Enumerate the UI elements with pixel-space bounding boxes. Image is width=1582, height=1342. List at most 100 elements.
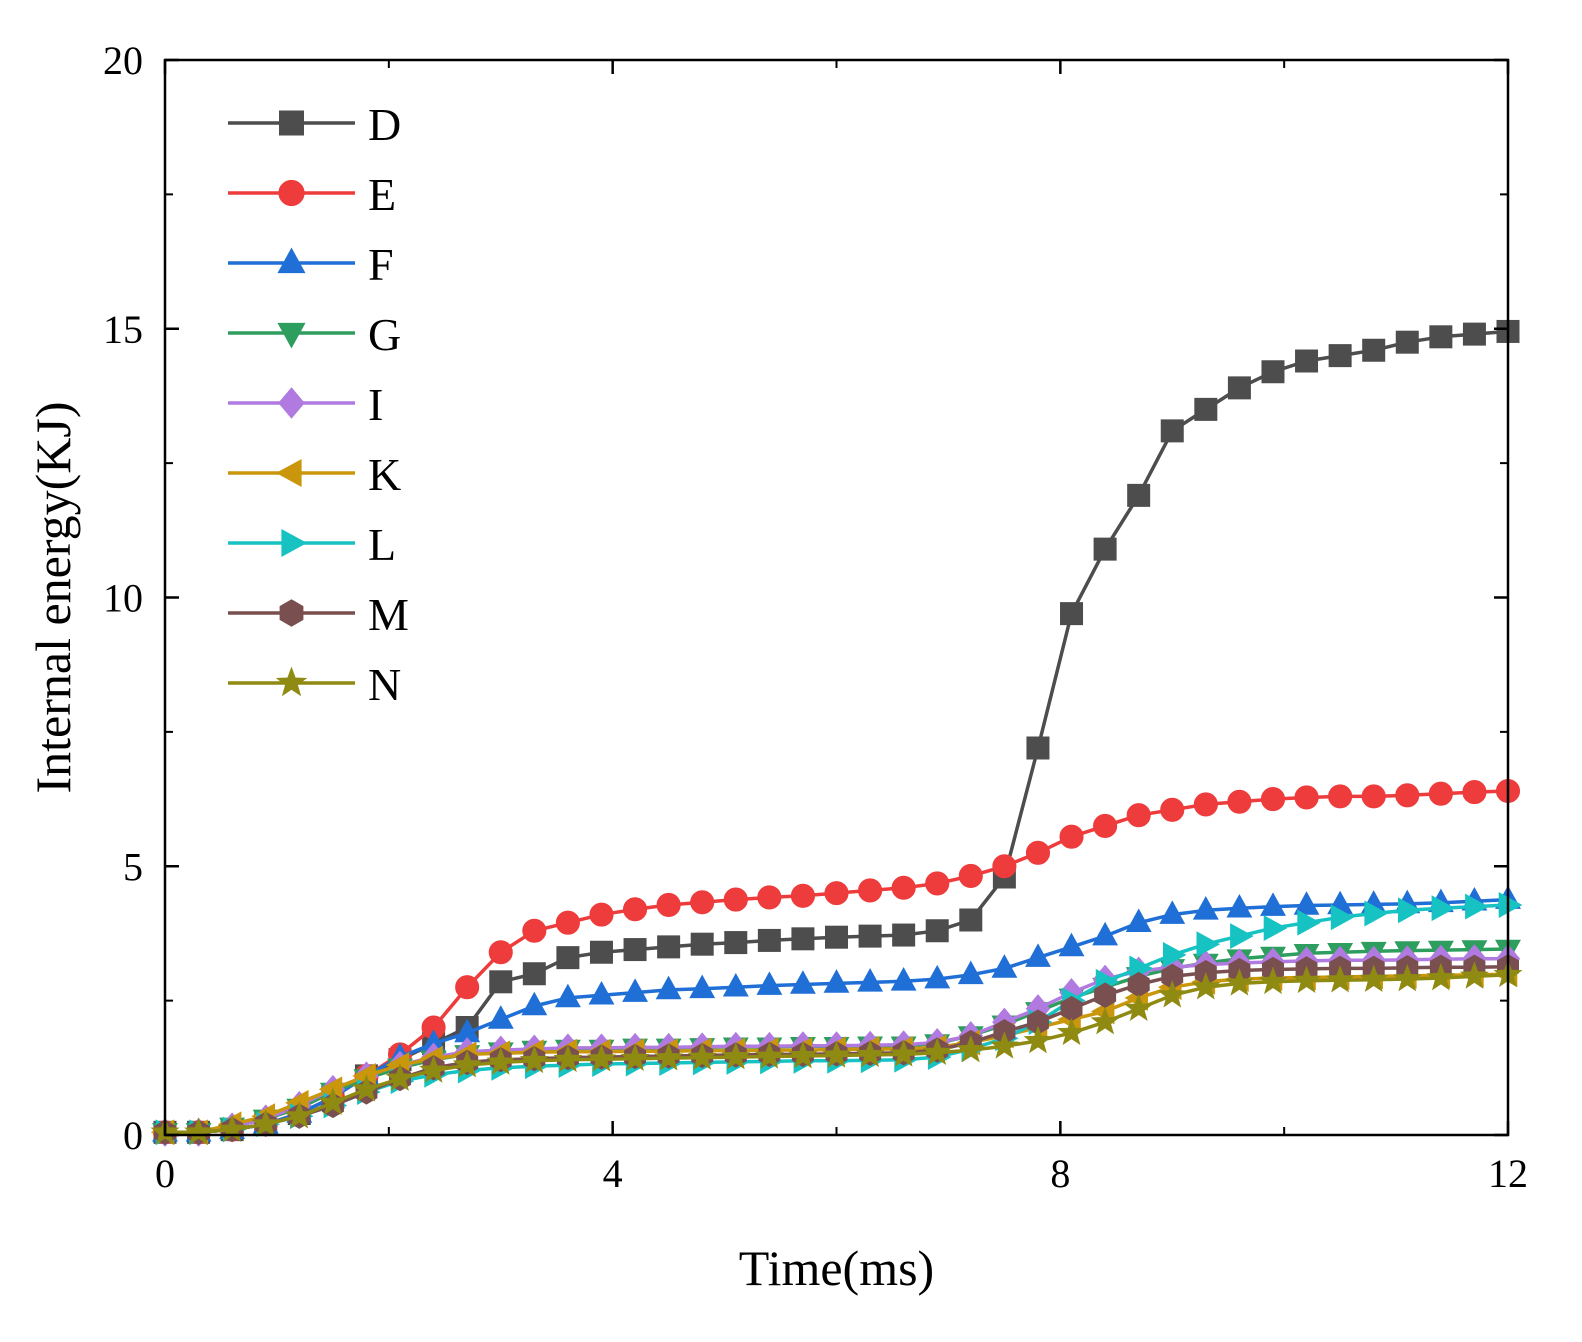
legend-marker xyxy=(278,179,305,207)
data-point-F xyxy=(1058,932,1085,957)
data-point-D xyxy=(858,924,882,948)
x-tick-label: 12 xyxy=(1488,1151,1528,1196)
data-point-N xyxy=(284,1100,314,1129)
data-point-D xyxy=(1227,376,1251,400)
data-point-E xyxy=(1059,824,1084,849)
data-point-F xyxy=(521,991,548,1016)
data-point-L xyxy=(1196,931,1221,958)
data-point-D xyxy=(791,927,815,951)
data-point-N xyxy=(553,1044,583,1073)
data-point-E xyxy=(824,881,849,906)
series-line-D xyxy=(165,329,1509,1135)
data-point-D xyxy=(1462,322,1486,346)
data-point-E xyxy=(1328,784,1353,809)
data-point-D xyxy=(1026,736,1050,760)
legend-label: I xyxy=(368,379,383,430)
data-point-N xyxy=(1426,962,1456,991)
data-point-D xyxy=(724,931,748,955)
x-tick-label: 8 xyxy=(1050,1151,1070,1196)
data-point-E xyxy=(790,883,815,908)
data-point-F xyxy=(823,969,850,993)
data-point-E xyxy=(891,875,916,900)
data-point-N xyxy=(620,1043,650,1071)
legend-label: L xyxy=(368,519,396,570)
data-point-E xyxy=(1160,797,1185,822)
data-point-D xyxy=(623,938,647,962)
data-point-N xyxy=(1023,1025,1053,1054)
data-point-F xyxy=(1159,900,1186,924)
data-point-N xyxy=(587,1044,616,1072)
data-point-N xyxy=(1459,961,1489,989)
legend-item-D: D xyxy=(228,99,401,150)
data-point-L xyxy=(1297,909,1321,936)
legend-marker xyxy=(277,322,306,349)
data-point-F xyxy=(622,978,649,1002)
data-point-D xyxy=(1160,419,1184,443)
legend-item-L: L xyxy=(228,519,396,570)
data-point-N xyxy=(1090,1006,1120,1035)
y-axis-title: Internal energy(KJ) xyxy=(25,402,81,794)
data-point-F xyxy=(1192,896,1219,920)
data-point-E xyxy=(1093,813,1118,838)
data-point-N xyxy=(251,1109,281,1137)
legend-marker xyxy=(277,247,306,274)
legend-label: E xyxy=(368,169,396,220)
data-point-F xyxy=(1226,893,1253,918)
data-point-N xyxy=(486,1047,516,1075)
data-point-D xyxy=(1295,349,1319,373)
data-point-D xyxy=(757,928,781,952)
data-point-L xyxy=(1263,915,1288,942)
legend-item-N: N xyxy=(228,659,401,710)
data-point-N xyxy=(754,1041,784,1069)
series-E xyxy=(152,778,1521,1145)
data-point-L xyxy=(1431,895,1456,922)
y-tick-label: 20 xyxy=(103,38,143,83)
legend-label: M xyxy=(368,589,409,640)
data-point-F xyxy=(1260,892,1286,916)
data-point-L xyxy=(1230,923,1254,950)
data-point-D xyxy=(1060,602,1084,626)
data-point-N xyxy=(318,1087,348,1116)
data-point-E xyxy=(1025,840,1050,865)
data-point-D xyxy=(892,923,916,947)
data-point-F xyxy=(1125,908,1152,932)
data-point-D xyxy=(690,932,714,956)
x-tick-label: 0 xyxy=(155,1151,175,1196)
ticks-layer xyxy=(163,58,1510,1137)
data-point-F xyxy=(1092,921,1119,946)
data-point-E xyxy=(723,887,748,912)
y-tick-label: 15 xyxy=(103,307,143,352)
data-point-N xyxy=(519,1045,549,1074)
data-point-F xyxy=(1025,943,1051,967)
data-point-E xyxy=(925,871,950,896)
legend-marker xyxy=(281,528,307,558)
data-point-N xyxy=(1157,980,1187,1008)
data-point-E xyxy=(1126,803,1151,828)
legend-marker xyxy=(279,599,304,627)
data-point-F xyxy=(890,967,917,991)
data-point-N xyxy=(956,1034,986,1063)
data-point-N xyxy=(1292,965,1321,994)
data-point-E xyxy=(992,854,1017,879)
data-point-F xyxy=(655,975,682,1000)
legend-item-M: M xyxy=(228,589,409,640)
data-point-N xyxy=(419,1055,449,1083)
data-point-E xyxy=(1193,792,1218,817)
data-point-E xyxy=(1260,787,1286,812)
data-point-F xyxy=(689,974,716,999)
data-point-F xyxy=(1293,891,1320,915)
data-point-F xyxy=(722,972,749,997)
data-point-F xyxy=(487,1005,514,1029)
y-tick-label: 0 xyxy=(123,1113,143,1158)
data-point-D xyxy=(1328,344,1352,368)
data-point-E xyxy=(656,892,681,918)
series-layer xyxy=(150,319,1523,1147)
data-point-F xyxy=(789,970,816,994)
data-point-N xyxy=(452,1049,482,1078)
data-point-N xyxy=(1359,964,1389,992)
data-point-D xyxy=(522,962,546,986)
data-point-D xyxy=(556,946,580,970)
legend-marker xyxy=(278,387,305,419)
x-axis-title: Time(ms) xyxy=(739,1240,934,1296)
